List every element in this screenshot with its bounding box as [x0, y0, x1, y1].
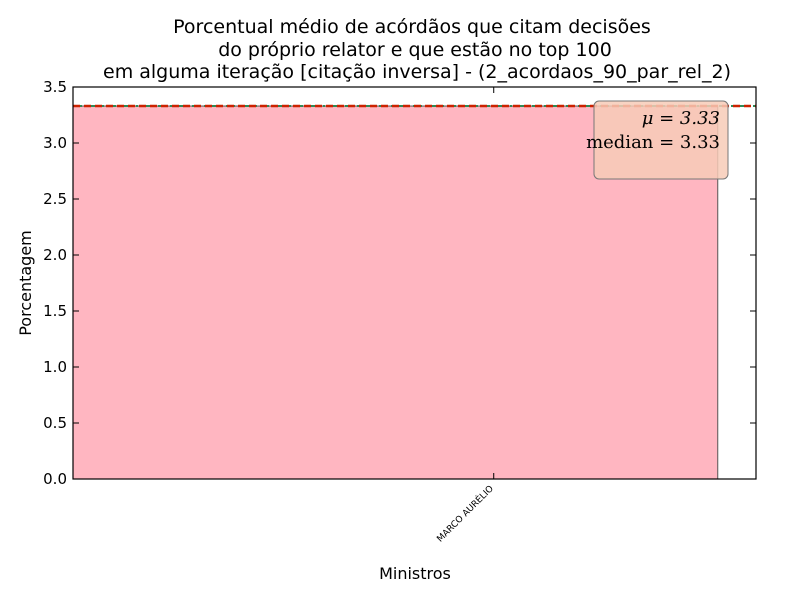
- y-tick-label-0: 0.0: [43, 470, 67, 488]
- y-tick-label-2: 1.0: [43, 358, 67, 376]
- y-tick-label-3: 1.5: [43, 302, 67, 320]
- x-axis-label: Ministros: [379, 564, 451, 583]
- chart-title-line-3: em alguma iteração [citação inversa] - (…: [103, 61, 731, 83]
- stats-box: [593, 100, 729, 180]
- y-tick-label-6: 3.0: [43, 134, 67, 152]
- axes-frame: [72, 86, 757, 480]
- chart-title-line-1: Porcentual médio de acórdãos que citam d…: [173, 16, 651, 38]
- y-tick-label-7: 3.5: [43, 78, 67, 96]
- stats-mean-text: μ = 3.33: [642, 108, 720, 129]
- stats-median-text: median = 3.33: [586, 132, 720, 153]
- plot-area: MARCO AURÉLIO 0.0 0.5 1.0 1.5 2.0 2.5 3.0 3.5 μ =…: [43, 78, 757, 545]
- chart-title-line-2: do próprio relator e que estão no top 10…: [218, 39, 612, 61]
- y-tick-label-5: 2.5: [43, 190, 67, 208]
- chart-title: Porcentual médio de acórdãos que citam d…: [103, 16, 731, 83]
- x-tick-label-0: MARCO AURÉLIO: [434, 483, 496, 545]
- y-tick-label-4: 2.0: [43, 246, 67, 264]
- y-tick-label-1: 0.5: [43, 414, 67, 432]
- y-axis-label: Porcentagem: [16, 230, 35, 336]
